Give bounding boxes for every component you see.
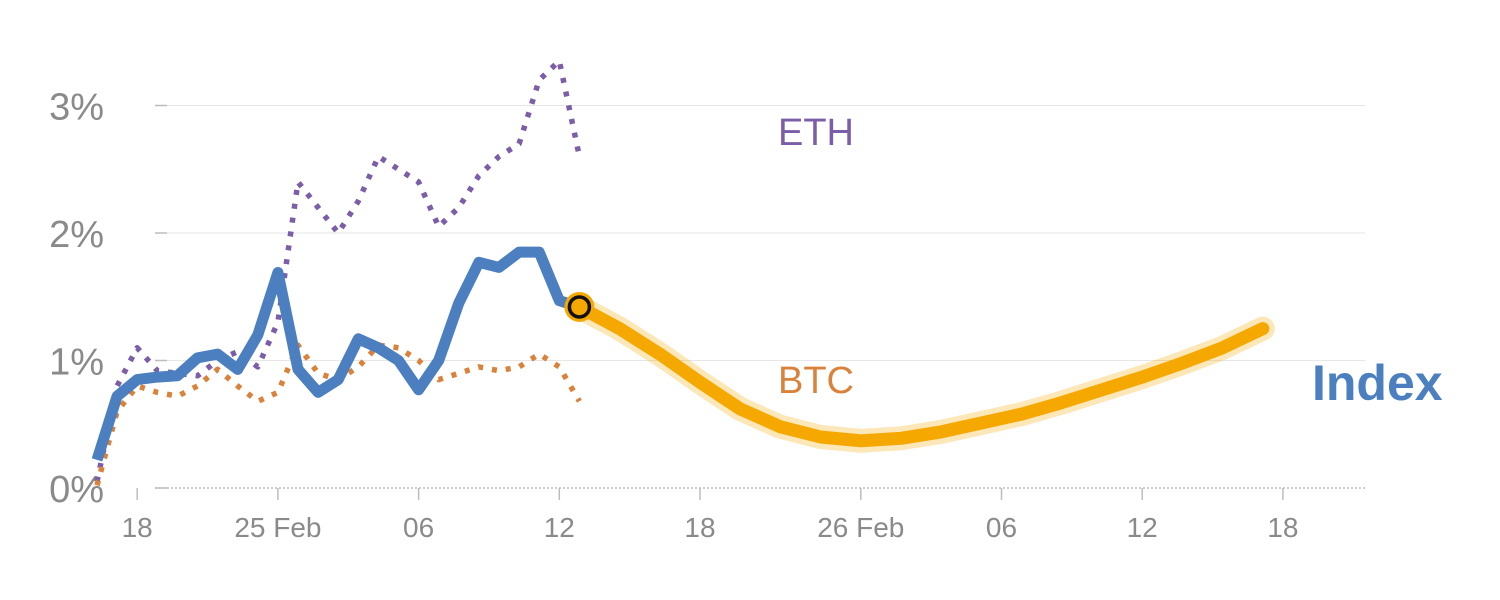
x-tick-label: 18 — [1267, 512, 1298, 543]
marker-layer — [564, 291, 595, 322]
y-tick-label: 0% — [49, 469, 104, 511]
series-label-btc: BTC — [778, 360, 854, 402]
series-eth — [94, 58, 583, 483]
x-tick-label: 26 Feb — [817, 512, 904, 543]
y-tick-label: 2% — [49, 214, 104, 256]
x-tick-label: 18 — [684, 512, 715, 543]
x-tick-label: 06 — [986, 512, 1017, 543]
x-tick-label: 06 — [403, 512, 434, 543]
x-tick-label: 12 — [544, 512, 575, 543]
x-tick-label: 18 — [122, 512, 153, 543]
series-index — [91, 246, 582, 462]
series-index-projection — [572, 300, 1270, 448]
grid-lines — [167, 105, 1365, 361]
series-btc — [94, 342, 582, 487]
y-axis-ticks: 0% 1% 2% 3% — [49, 87, 167, 511]
x-tick-label: 25 Feb — [234, 512, 321, 543]
series-label-eth: ETH — [778, 112, 854, 154]
y-tick-label: 3% — [49, 87, 104, 129]
x-tick-label: 12 — [1127, 512, 1158, 543]
series-layer — [91, 58, 1275, 487]
y-tick-label: 1% — [49, 342, 104, 384]
series-label-index: Index — [1312, 355, 1443, 411]
x-axis-ticks: 18 25 Feb 06 12 18 26 Feb 06 12 18 — [122, 488, 1298, 543]
marker-current-point — [567, 295, 592, 319]
